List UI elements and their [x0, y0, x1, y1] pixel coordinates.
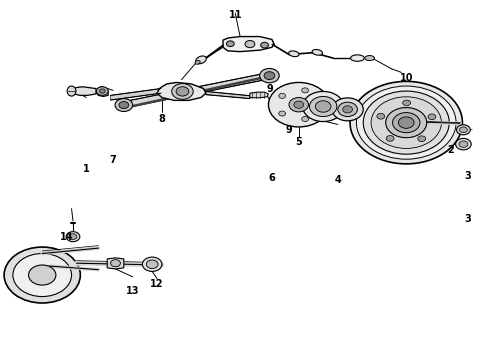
Circle shape [302, 117, 309, 122]
Circle shape [69, 234, 77, 239]
Circle shape [279, 111, 286, 116]
Polygon shape [123, 72, 270, 108]
Circle shape [176, 87, 189, 96]
Text: 3: 3 [464, 215, 471, 224]
Circle shape [460, 127, 467, 133]
Circle shape [279, 93, 286, 98]
Text: 10: 10 [399, 73, 413, 83]
Ellipse shape [365, 55, 374, 60]
Circle shape [261, 42, 269, 48]
Circle shape [316, 101, 331, 112]
Circle shape [356, 86, 456, 159]
Circle shape [289, 98, 309, 112]
Text: 8: 8 [158, 114, 165, 124]
Circle shape [338, 102, 357, 117]
Circle shape [4, 247, 80, 303]
Text: 6: 6 [269, 173, 275, 183]
Text: 12: 12 [150, 279, 164, 289]
Circle shape [386, 136, 394, 141]
Circle shape [28, 265, 56, 285]
Circle shape [115, 99, 133, 112]
Text: 5: 5 [295, 138, 302, 147]
Circle shape [377, 113, 385, 119]
Polygon shape [73, 87, 96, 95]
Circle shape [428, 114, 436, 120]
Circle shape [147, 260, 158, 269]
Circle shape [111, 260, 121, 267]
Ellipse shape [195, 60, 200, 64]
Circle shape [302, 88, 309, 93]
Circle shape [363, 91, 449, 154]
Circle shape [398, 117, 414, 129]
Polygon shape [250, 92, 269, 98]
Circle shape [459, 141, 468, 147]
Text: 3: 3 [464, 171, 471, 181]
Ellipse shape [350, 55, 364, 61]
Text: 2: 2 [447, 144, 454, 154]
Ellipse shape [289, 51, 299, 57]
Text: 9: 9 [266, 84, 273, 94]
Circle shape [371, 97, 441, 148]
Text: 4: 4 [335, 175, 341, 185]
Polygon shape [157, 82, 206, 100]
Text: 13: 13 [126, 286, 139, 296]
Circle shape [403, 100, 411, 106]
Ellipse shape [67, 86, 76, 96]
Text: 14: 14 [60, 232, 74, 242]
Circle shape [143, 257, 162, 271]
Polygon shape [111, 89, 161, 100]
Text: 11: 11 [228, 10, 242, 20]
Circle shape [386, 108, 427, 138]
Text: 1: 1 [83, 164, 90, 174]
Circle shape [264, 72, 275, 80]
Circle shape [456, 138, 471, 150]
Text: 7: 7 [110, 155, 117, 165]
Circle shape [260, 68, 279, 83]
Ellipse shape [196, 56, 206, 64]
Circle shape [66, 231, 80, 242]
Circle shape [332, 98, 363, 121]
Circle shape [99, 89, 105, 93]
Text: 9: 9 [286, 125, 293, 135]
Circle shape [172, 84, 193, 99]
Circle shape [418, 136, 426, 141]
Circle shape [343, 106, 352, 113]
Circle shape [310, 96, 337, 117]
Polygon shape [107, 258, 124, 269]
Polygon shape [96, 87, 108, 96]
Circle shape [119, 102, 129, 109]
Circle shape [457, 125, 470, 135]
Polygon shape [223, 37, 274, 51]
Circle shape [269, 82, 329, 127]
Circle shape [97, 87, 108, 95]
Circle shape [13, 253, 72, 297]
Circle shape [245, 41, 255, 48]
Polygon shape [206, 91, 250, 99]
Circle shape [226, 41, 234, 46]
Circle shape [303, 91, 343, 122]
Circle shape [392, 113, 420, 133]
Circle shape [294, 101, 304, 108]
Ellipse shape [312, 49, 322, 55]
Circle shape [350, 81, 463, 164]
Circle shape [316, 102, 323, 107]
